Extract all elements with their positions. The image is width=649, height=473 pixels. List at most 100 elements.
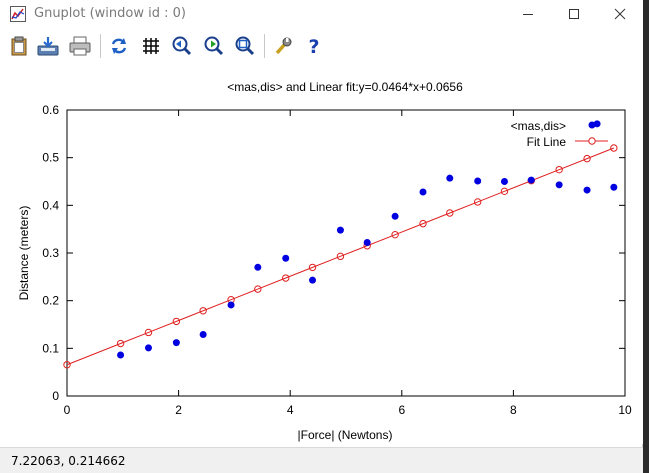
y-tick-label: 0.4 [42,198,59,212]
zoom-next-icon [204,36,224,56]
data-point [144,344,152,352]
data-point [391,212,399,220]
fit-line-point [419,219,427,228]
toolbar-separator [264,34,265,58]
data-point [172,339,180,347]
zoom-next-button[interactable] [203,35,225,57]
fit-line-point [446,209,454,217]
zoom-previous-button[interactable] [171,35,193,57]
legend: <mas,dis> Fit Line [511,119,608,149]
scatter-series [117,120,618,359]
help-button[interactable]: ? [303,35,325,57]
fit-line-series [63,144,618,369]
replot-icon [111,38,127,54]
data-point [419,188,427,196]
fit-line-point [500,187,509,196]
window-title: Gnuplot (window id : 0) [34,6,186,21]
save-button[interactable] [37,35,59,57]
x-tick-label: 2 [175,403,182,417]
x-axis-ticks: 0 2 4 6 8 10 [64,110,632,417]
data-point [227,301,235,309]
data-point [474,177,482,185]
gnuplot-app-icon [10,6,26,22]
fit-line-point [391,230,399,239]
fit-line-point [63,361,71,369]
options-button[interactable] [272,35,294,57]
toolbar: ? [0,28,643,64]
fit-line-point [172,317,181,326]
data-point [336,226,344,234]
replot-button[interactable] [108,35,130,57]
maximize-button[interactable] [551,0,597,28]
plot-border [66,109,626,397]
fit-line-point [254,285,262,293]
copy-clipboard-icon [11,36,27,56]
print-icon [69,36,91,56]
fit-line-point [610,144,618,152]
background-edge [643,0,649,473]
data-point [254,263,262,271]
y-axis-label: Distance (meters) [17,206,31,301]
save-icon [37,37,59,56]
fit-line-path [66,147,615,366]
chart-svg[interactable]: <mas,dis> and Linear fit:y=0.0464*x+0.06… [0,64,643,444]
fit-line-point [308,263,317,272]
help-icon: ? [308,36,319,56]
x-axis-label: |Force| (Newtons) [298,428,393,442]
maximize-icon [569,9,579,19]
close-button[interactable] [597,0,643,28]
data-point [446,174,454,182]
legend-marker-fit [588,137,596,145]
y-tick-label: 0.1 [42,341,59,355]
copy-clipboard-button[interactable] [8,35,30,57]
data-point [309,276,317,284]
fit-line-point [583,154,591,163]
options-icon [275,37,292,55]
y-tick-label: 0 [52,389,59,403]
autoscale-icon [235,36,255,56]
fit-line-point [144,328,153,337]
x-tick-label: 8 [510,403,517,417]
y-tick-label: 0.3 [42,246,59,260]
close-icon [614,8,626,20]
fit-line-point [336,252,345,261]
x-tick-label: 10 [618,403,632,417]
fit-line-point [116,339,125,348]
legend-label-fit: Fit Line [527,135,567,149]
title-bar[interactable]: Gnuplot (window id : 0) [0,0,643,28]
print-button[interactable] [69,35,91,57]
fit-line-point [282,274,290,282]
grid-icon [143,38,159,54]
zoom-previous-icon [172,36,192,56]
x-tick-label: 6 [398,403,405,417]
data-point [527,176,535,184]
data-point [610,183,618,191]
y-tick-label: 0.6 [42,103,59,117]
fit-line-point [199,307,207,315]
x-tick-label: 0 [64,403,71,417]
data-point [117,351,125,359]
fit-line-point [473,198,482,206]
minimize-icon [523,14,533,15]
plot-area[interactable]: <mas,dis> and Linear fit:y=0.0464*x+0.06… [0,64,643,444]
grid-button[interactable] [140,35,162,57]
data-point [363,239,371,247]
legend-marker-points [588,121,596,129]
chart-title: <mas,dis> and Linear fit:y=0.0464*x+0.06… [227,80,463,94]
y-axis-ticks: 0 0.1 0.2 0.3 0.4 0.5 0.6 [42,103,625,403]
y-tick-label: 0.2 [42,294,59,308]
autoscale-button[interactable] [234,35,256,57]
cursor-coordinates: 7.22063, 0.214662 [11,454,126,468]
minimize-button[interactable] [505,0,551,28]
status-bar: 7.22063, 0.214662 [0,447,643,473]
data-point [555,181,563,189]
toolbar-separator [100,34,101,58]
legend-label-points: <mas,dis> [511,119,566,133]
svg-text:?: ? [308,36,319,56]
data-point [199,331,207,339]
data-point [500,178,508,185]
y-tick-label: 0.5 [42,151,59,165]
fit-line-point [555,165,563,174]
data-point [282,254,290,262]
